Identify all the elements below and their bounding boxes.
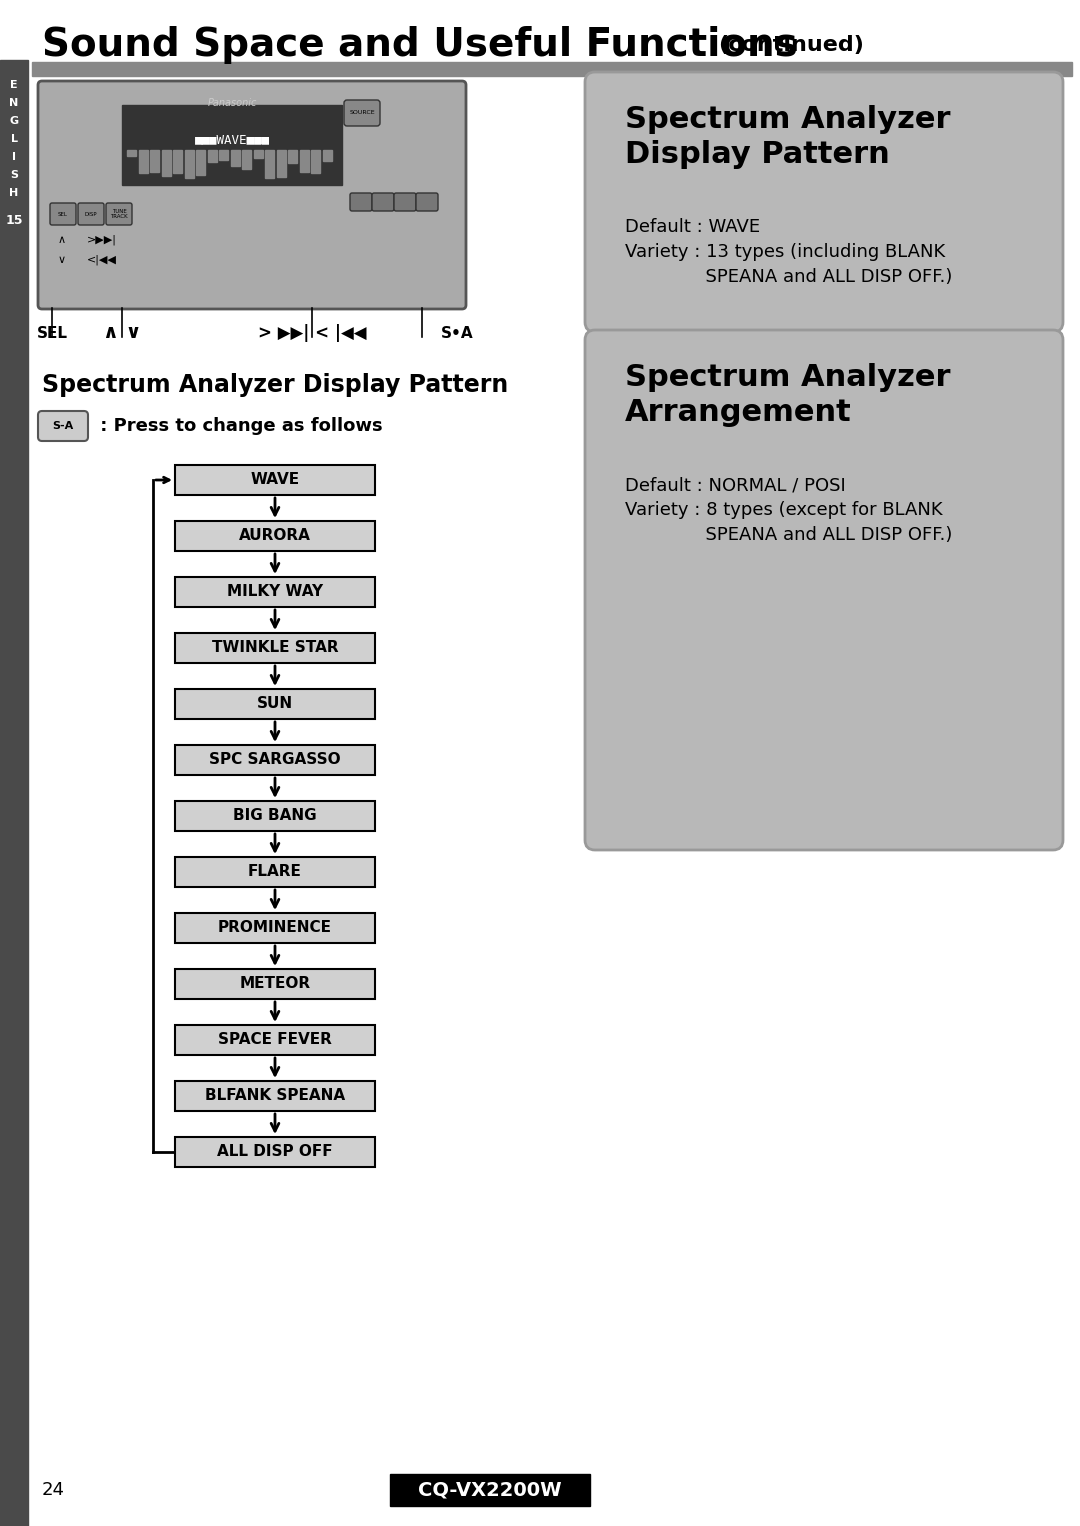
Bar xyxy=(173,150,183,171)
Text: S•A: S•A xyxy=(441,325,473,340)
FancyBboxPatch shape xyxy=(585,330,1063,850)
Text: > ▶▶| < |◀◀: > ▶▶| < |◀◀ xyxy=(258,324,366,342)
FancyBboxPatch shape xyxy=(50,203,76,224)
Text: Default : WAVE: Default : WAVE xyxy=(625,218,760,237)
Text: Variety : 8 types (except for BLANK: Variety : 8 types (except for BLANK xyxy=(625,501,943,519)
Text: ∧: ∧ xyxy=(58,235,66,246)
Bar xyxy=(195,150,205,179)
Text: DISP: DISP xyxy=(84,212,97,217)
Text: <|◀◀: <|◀◀ xyxy=(87,255,117,266)
Text: I: I xyxy=(12,153,16,162)
FancyBboxPatch shape xyxy=(38,410,87,441)
Text: SOURCE: SOURCE xyxy=(349,110,375,116)
Text: ■■■WAVE■■■: ■■■WAVE■■■ xyxy=(194,133,270,146)
Text: BIG BANG: BIG BANG xyxy=(233,809,316,824)
Bar xyxy=(265,150,274,165)
Text: (continued): (continued) xyxy=(718,35,864,55)
Text: Spectrum Analyzer Display Pattern: Spectrum Analyzer Display Pattern xyxy=(42,372,509,397)
FancyBboxPatch shape xyxy=(416,192,438,211)
FancyBboxPatch shape xyxy=(345,101,380,127)
Text: MILKY WAY: MILKY WAY xyxy=(227,584,323,600)
FancyBboxPatch shape xyxy=(175,745,375,775)
Text: : Press to change as follows: : Press to change as follows xyxy=(94,417,382,435)
Bar xyxy=(150,150,159,177)
Text: E: E xyxy=(10,79,17,90)
FancyBboxPatch shape xyxy=(372,192,394,211)
FancyBboxPatch shape xyxy=(175,858,375,887)
Bar xyxy=(122,105,342,185)
Text: Spectrum Analyzer
Display Pattern: Spectrum Analyzer Display Pattern xyxy=(625,105,950,169)
Text: SPC SARGASSO: SPC SARGASSO xyxy=(210,752,341,768)
Bar xyxy=(138,150,148,163)
Bar xyxy=(230,150,240,166)
Bar xyxy=(254,150,262,156)
Bar xyxy=(219,150,228,166)
FancyBboxPatch shape xyxy=(175,1080,375,1111)
Text: ∧ ∨: ∧ ∨ xyxy=(103,324,141,342)
FancyBboxPatch shape xyxy=(106,203,132,224)
Text: 24: 24 xyxy=(42,1482,65,1499)
FancyBboxPatch shape xyxy=(394,192,416,211)
Text: ∨: ∨ xyxy=(58,255,66,266)
Text: SPACE FEVER: SPACE FEVER xyxy=(218,1033,332,1047)
FancyBboxPatch shape xyxy=(175,465,375,494)
Text: FLARE: FLARE xyxy=(248,865,302,879)
Text: SPEANA and ALL DISP OFF.): SPEANA and ALL DISP OFF.) xyxy=(625,526,953,543)
Text: Spectrum Analyzer
Arrangement: Spectrum Analyzer Arrangement xyxy=(625,363,950,427)
Bar xyxy=(0,60,28,1526)
Text: METEOR: METEOR xyxy=(240,977,311,992)
FancyBboxPatch shape xyxy=(175,913,375,943)
Text: TWINKLE STAR: TWINKLE STAR xyxy=(212,641,338,656)
Bar xyxy=(185,150,193,160)
Text: SUN: SUN xyxy=(257,696,293,711)
FancyBboxPatch shape xyxy=(175,633,375,662)
Text: G: G xyxy=(10,116,18,127)
Text: AURORA: AURORA xyxy=(239,528,311,543)
Text: L: L xyxy=(11,134,17,143)
Bar xyxy=(242,150,251,162)
Bar xyxy=(32,63,1072,76)
Text: S: S xyxy=(10,169,18,180)
Bar xyxy=(127,150,136,166)
Text: Sound Space and Useful Functions: Sound Space and Useful Functions xyxy=(42,26,798,64)
Text: N: N xyxy=(10,98,18,108)
Text: WAVE: WAVE xyxy=(251,473,299,487)
Text: TUNE
TRACK: TUNE TRACK xyxy=(110,209,127,220)
FancyBboxPatch shape xyxy=(175,690,375,719)
FancyBboxPatch shape xyxy=(175,801,375,832)
FancyBboxPatch shape xyxy=(78,203,104,224)
Text: CQ-VX2200W: CQ-VX2200W xyxy=(418,1480,562,1500)
Bar xyxy=(207,150,216,174)
Text: ALL DISP OFF: ALL DISP OFF xyxy=(217,1144,333,1160)
Bar xyxy=(311,150,320,163)
Text: PROMINENCE: PROMINENCE xyxy=(218,920,332,935)
Bar xyxy=(288,150,297,166)
FancyBboxPatch shape xyxy=(350,192,372,211)
Text: Variety : 13 types (including BLANK: Variety : 13 types (including BLANK xyxy=(625,243,945,261)
Text: 15: 15 xyxy=(5,214,23,227)
Text: H: H xyxy=(10,188,18,198)
Bar xyxy=(390,1474,590,1506)
Bar xyxy=(299,150,309,162)
Text: Panasonic: Panasonic xyxy=(207,98,257,108)
Text: BLFANK SPEANA: BLFANK SPEANA xyxy=(205,1088,346,1103)
Bar xyxy=(276,150,285,163)
FancyBboxPatch shape xyxy=(585,72,1063,333)
FancyBboxPatch shape xyxy=(38,81,465,308)
Text: S-A: S-A xyxy=(52,421,73,430)
FancyBboxPatch shape xyxy=(175,1025,375,1054)
FancyBboxPatch shape xyxy=(175,969,375,1000)
FancyBboxPatch shape xyxy=(175,577,375,607)
Bar xyxy=(323,150,332,163)
Text: Default : NORMAL / POSI: Default : NORMAL / POSI xyxy=(625,476,846,494)
Text: SEL: SEL xyxy=(58,212,68,217)
Text: SPEANA and ALL DISP OFF.): SPEANA and ALL DISP OFF.) xyxy=(625,269,953,285)
FancyBboxPatch shape xyxy=(175,1137,375,1167)
FancyBboxPatch shape xyxy=(175,520,375,551)
Bar xyxy=(162,150,171,174)
Text: SEL: SEL xyxy=(37,325,67,340)
Text: >▶▶|: >▶▶| xyxy=(87,235,117,246)
